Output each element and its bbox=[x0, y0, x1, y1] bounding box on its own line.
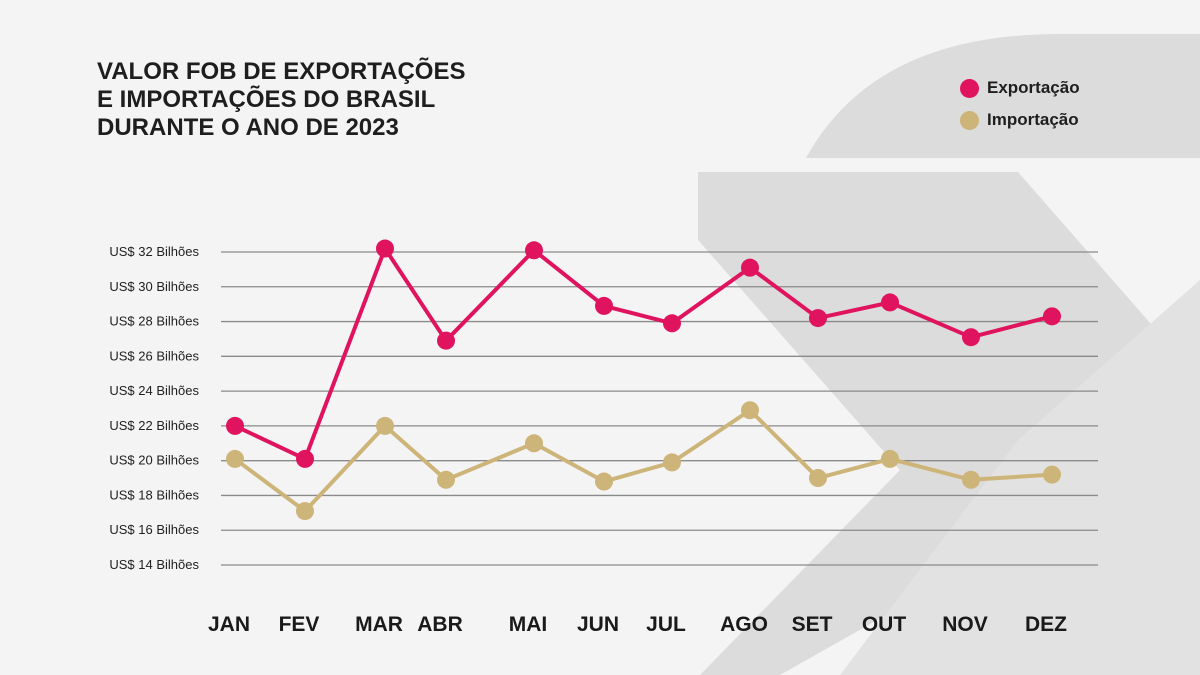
data-point-exportacao bbox=[376, 239, 394, 258]
data-point-importacao bbox=[741, 401, 759, 420]
legend-label-importacao: Importação bbox=[987, 110, 1079, 129]
chart-title-line: VALOR FOB DE EXPORTAÇÕES bbox=[97, 58, 466, 85]
legend-swatch-exportacao bbox=[960, 78, 979, 98]
data-point-exportacao bbox=[809, 309, 827, 328]
x-tick-label: OUT bbox=[862, 613, 907, 636]
data-point-importacao bbox=[226, 449, 244, 468]
data-point-importacao bbox=[663, 453, 681, 472]
y-tick-label: US$ 32 Bilhões bbox=[109, 244, 199, 259]
chart-title: VALOR FOB DE EXPORTAÇÕES E IMPORTAÇÕES D… bbox=[97, 58, 465, 142]
data-point-exportacao bbox=[525, 241, 543, 260]
data-point-exportacao bbox=[881, 293, 899, 312]
data-point-importacao bbox=[376, 416, 394, 435]
y-tick-label: US$ 20 Bilhões bbox=[109, 453, 199, 468]
legend: Exportação Importação bbox=[960, 76, 1080, 140]
x-tick-label: MAI bbox=[509, 613, 548, 636]
data-point-exportacao bbox=[741, 258, 759, 277]
y-tick-label: US$ 14 Bilhões bbox=[109, 557, 199, 572]
data-point-exportacao bbox=[437, 331, 455, 350]
data-point-importacao bbox=[525, 434, 543, 453]
x-tick-label: DEZ bbox=[1025, 613, 1067, 636]
x-tick-label: SET bbox=[792, 613, 833, 636]
y-tick-label: US$ 30 Bilhões bbox=[109, 279, 199, 294]
data-point-importacao bbox=[962, 470, 980, 489]
legend-swatch-importacao bbox=[960, 110, 979, 130]
x-tick-label: JUN bbox=[577, 613, 619, 636]
chart-title-line: E IMPORTAÇÕES DO BRASIL bbox=[97, 86, 436, 113]
x-tick-label: JUL bbox=[646, 613, 686, 636]
y-tick-label: US$ 28 Bilhões bbox=[109, 314, 199, 329]
data-point-exportacao bbox=[296, 449, 314, 468]
y-tick-label: US$ 22 Bilhões bbox=[109, 418, 199, 433]
x-tick-label: JAN bbox=[208, 613, 250, 636]
chart-title-line: DURANTE O ANO DE 2023 bbox=[97, 114, 399, 141]
legend-item-exportacao: Exportação bbox=[960, 76, 1080, 100]
data-point-exportacao bbox=[962, 328, 980, 347]
data-point-exportacao bbox=[595, 296, 613, 315]
x-tick-label: MAR bbox=[355, 613, 403, 636]
y-tick-label: US$ 24 Bilhões bbox=[109, 383, 199, 398]
data-point-exportacao bbox=[1043, 307, 1061, 326]
data-point-exportacao bbox=[226, 416, 244, 435]
data-point-importacao bbox=[809, 469, 827, 488]
x-tick-label: FEV bbox=[279, 613, 320, 636]
y-tick-label: US$ 18 Bilhões bbox=[109, 487, 199, 502]
y-tick-label: US$ 26 Bilhões bbox=[109, 348, 199, 363]
x-tick-label: ABR bbox=[417, 613, 463, 636]
x-tick-label: AGO bbox=[720, 613, 768, 636]
data-point-exportacao bbox=[663, 314, 681, 333]
data-point-importacao bbox=[881, 449, 899, 468]
series-line-importacao bbox=[233, 408, 1054, 514]
data-point-importacao bbox=[595, 472, 613, 491]
data-point-importacao bbox=[1043, 465, 1061, 484]
y-tick-label: US$ 16 Bilhões bbox=[109, 522, 199, 537]
legend-item-importacao: Importação bbox=[960, 108, 1080, 132]
data-point-importacao bbox=[296, 502, 314, 521]
x-tick-label: NOV bbox=[942, 613, 988, 636]
legend-label-exportacao: Exportação bbox=[987, 78, 1080, 97]
series-line-exportacao bbox=[233, 246, 1054, 461]
data-point-importacao bbox=[437, 470, 455, 489]
